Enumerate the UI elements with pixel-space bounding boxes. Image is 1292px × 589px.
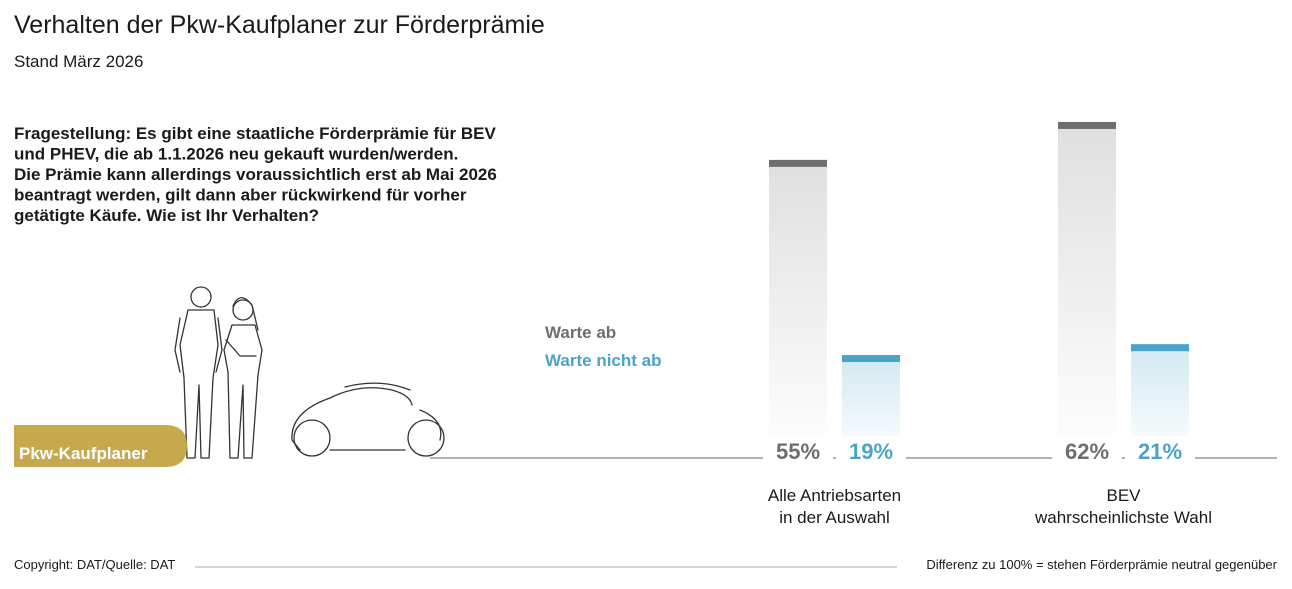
bar-cap — [1131, 344, 1189, 352]
value-label: 21% — [1138, 439, 1182, 464]
bars: 55% 19% Alle Antriebsarten in der Auswahl 62… — [763, 121, 1212, 527]
legend-entry: Warte nicht ab — [545, 351, 662, 370]
question-line: beantragt werden, gilt dann aber rückwir… — [14, 186, 467, 205]
label-bg — [763, 436, 833, 466]
footnote: Differenz zu 100% = stehen Förderprämie … — [926, 557, 1277, 572]
label-bg — [1052, 436, 1122, 466]
badge-shape — [14, 425, 187, 467]
bar-cap — [1058, 121, 1116, 129]
bar-cap — [842, 355, 900, 363]
source: Copyright: DAT/Quelle: DAT — [14, 557, 175, 572]
chart-subtitle: Stand März 2026 — [14, 52, 143, 71]
legend-entry: Warte ab — [545, 323, 616, 342]
chart-title: Verhalten der Pkw-Kaufplaner zur Förderp… — [14, 11, 545, 39]
question-line: Fragestellung: Es gibt eine staatliche F… — [14, 124, 496, 143]
category-label: BEV — [1106, 486, 1141, 505]
label-bg — [1125, 436, 1195, 466]
category-label: Alle Antriebsarten — [768, 486, 901, 505]
value-label: 62% — [1065, 439, 1109, 464]
value-label: 55% — [776, 439, 820, 464]
bar — [769, 159, 827, 458]
legend: Warte ab Warte nicht ab — [545, 323, 662, 370]
question: Fragestellung: Es gibt eine staatliche F… — [14, 124, 497, 225]
bar-cap — [769, 159, 827, 167]
illustration — [174, 286, 445, 459]
question-line: und PHEV, die ab 1.1.2026 neu gekauft wu… — [14, 145, 458, 164]
value-label: 19% — [849, 439, 893, 464]
badge-label: Pkw-Kaufplaner — [19, 444, 148, 463]
bar — [1058, 121, 1116, 459]
category-label: in der Auswahl — [779, 508, 890, 527]
question-line: Die Prämie kann allerdings voraussichtli… — [14, 165, 497, 184]
label-bg — [836, 436, 906, 466]
category-label: wahrscheinlichste Wahl — [1034, 508, 1212, 527]
question-line: getätigte Käufe. Wie ist Ihr Verhalten? — [14, 206, 319, 225]
